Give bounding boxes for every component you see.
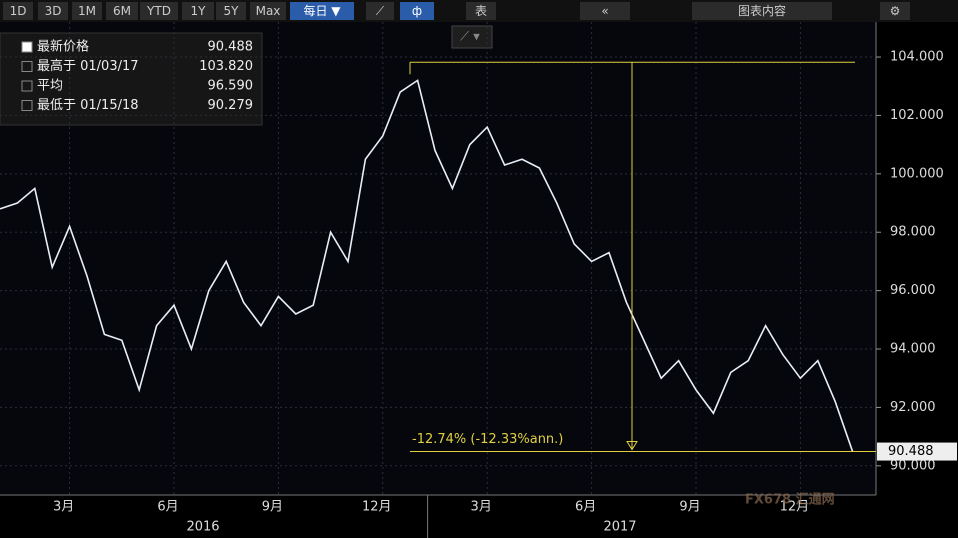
- chart-icon[interactable]: ⟋: [366, 2, 394, 20]
- range-button[interactable]: 1D: [3, 2, 33, 20]
- range-button[interactable]: Max: [250, 2, 286, 20]
- x-tick-label: 9月: [679, 500, 700, 515]
- range-button[interactable]: 1Y: [182, 2, 214, 20]
- legend-swatch: [21, 80, 33, 92]
- x-tick-label: 3月: [471, 500, 492, 515]
- legend-swatch: [21, 61, 33, 72]
- legend-value: 90.279: [208, 98, 254, 113]
- toolbar: 每日 ▼ 表 图表内容 ⟋ ф « ⚙ 1D 3D 1M 6M YTD 1Y 5Y Max: [0, 0, 958, 22]
- range-button[interactable]: 5Y: [216, 2, 246, 20]
- x-tick-label: 3月: [53, 500, 74, 515]
- y-tick-label: 104.000: [890, 50, 944, 65]
- x-tick-label: 6月: [157, 500, 178, 515]
- y-tick-label: 96.000: [890, 283, 936, 298]
- year-label: 2016: [186, 520, 219, 535]
- legend-swatch: [21, 100, 33, 111]
- table-button[interactable]: 表: [466, 2, 496, 20]
- x-tick-label: 12月: [362, 500, 392, 515]
- x-tick-label: 9月: [262, 500, 283, 515]
- legend-label: 最新价格: [37, 39, 89, 55]
- range-button[interactable]: 1M: [72, 2, 102, 20]
- y-tick-label: 92.000: [890, 400, 936, 415]
- x-tick-label: 12月: [780, 500, 810, 515]
- last-price-box: [877, 442, 957, 461]
- range-button[interactable]: 3D: [38, 2, 68, 20]
- watermark: FX678 汇通网: [745, 492, 835, 508]
- legend-label: 平均: [37, 79, 63, 94]
- change-annotation: -12.74% (-12.33%ann.): [412, 432, 563, 447]
- y-tick-label: 98.000: [890, 225, 936, 240]
- panel-button[interactable]: 图表内容: [692, 2, 832, 20]
- legend-label: 最低于 01/15/18: [37, 98, 139, 113]
- legend-label: 最高于 01/03/17: [37, 58, 139, 74]
- collapse-icon[interactable]: «: [580, 2, 630, 20]
- legend-value: 96.590: [208, 79, 254, 94]
- legend-value: 103.820: [199, 59, 253, 74]
- range-button[interactable]: 6M: [106, 2, 138, 20]
- range-button[interactable]: YTD: [140, 2, 178, 20]
- last-price-label: 90.488: [888, 444, 934, 459]
- arrow-head: [626, 441, 638, 451]
- y-tick-label: 90.000: [890, 458, 936, 473]
- y-tick-label: 94.000: [890, 342, 936, 357]
- legend-value: 90.488: [208, 40, 254, 55]
- settings-icon[interactable]: ⚙: [880, 2, 910, 20]
- legend-box: [0, 32, 263, 126]
- legend-swatch: [21, 41, 33, 53]
- y-tick-label: 100.000: [890, 166, 944, 181]
- y-tick-label: 102.000: [890, 108, 944, 123]
- x-tick-label: 6月: [575, 500, 596, 515]
- candle-icon[interactable]: ф: [400, 2, 434, 20]
- chart-type-button[interactable]: [451, 25, 493, 49]
- chart-type-icon: ⟋ ▾: [460, 30, 480, 45]
- price-line: [0, 79, 854, 452]
- year-label: 2017: [603, 520, 636, 535]
- frequency-button[interactable]: 每日 ▼: [290, 2, 354, 20]
